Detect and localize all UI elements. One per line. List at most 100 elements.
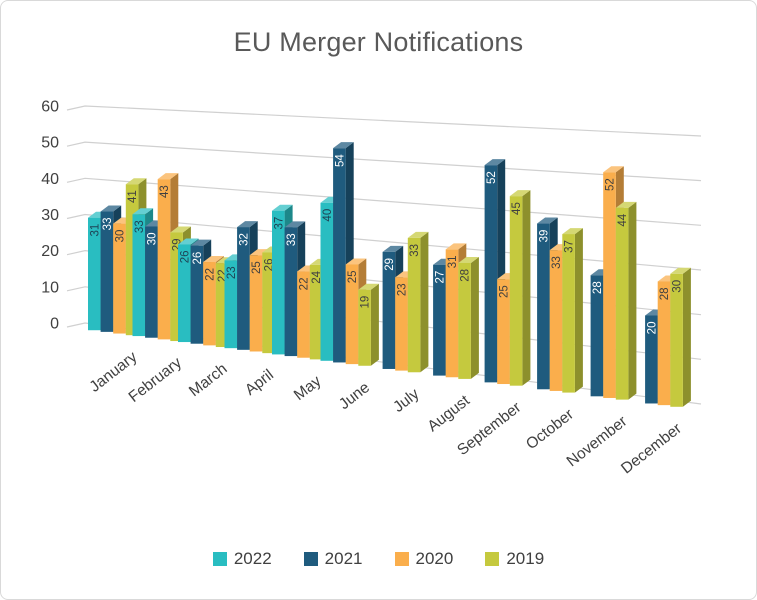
bar-top-face xyxy=(445,243,467,250)
bar-november-2019: 44 xyxy=(615,201,637,400)
bar-value-label: 23 xyxy=(397,283,409,296)
x-axis-label-october: October xyxy=(523,406,577,453)
bar-top-face xyxy=(358,283,379,290)
bar-side-face xyxy=(470,256,479,379)
bar-front-face xyxy=(603,172,616,398)
bar-value-label: 41 xyxy=(127,190,139,203)
bar-value-label: 25 xyxy=(347,270,359,283)
bar-front-face xyxy=(224,260,238,349)
bar-value-label: 33 xyxy=(102,218,114,231)
legend: 2022 2021 2020 2019 xyxy=(1,543,756,575)
bar-value-label: 31 xyxy=(447,255,459,268)
bar-front-face xyxy=(262,252,275,354)
legend-label: 2020 xyxy=(415,549,454,568)
bar-front-face xyxy=(509,196,523,386)
bar-value-label: 52 xyxy=(486,171,498,184)
bar-front-face xyxy=(157,179,171,340)
bar-front-face xyxy=(358,289,371,366)
bar-value-label: 30 xyxy=(146,232,158,245)
bar-front-face xyxy=(237,227,250,350)
bar-front-face xyxy=(88,217,101,331)
bar-value-label: 37 xyxy=(564,240,576,253)
bar-august-2019: 28 xyxy=(458,256,479,379)
bar-value-label: 39 xyxy=(538,230,550,243)
legend-swatch-2019 xyxy=(485,552,500,566)
bar-front-face xyxy=(657,281,671,406)
bar-value-label: 22 xyxy=(299,278,311,291)
bar-top-face xyxy=(178,238,199,245)
x-axis-label-july: July xyxy=(390,385,422,416)
bar-side-face xyxy=(574,228,583,393)
bar-top-face xyxy=(237,221,258,228)
bar-value-label: 28 xyxy=(659,287,671,300)
y-axis-label-20: 20 xyxy=(41,243,59,260)
bar-value-label: 33 xyxy=(409,244,421,257)
bar-front-face xyxy=(333,148,346,363)
bar-front-face xyxy=(433,264,446,376)
legend-swatch-2022 xyxy=(212,552,227,566)
bar-front-face xyxy=(590,275,604,397)
bar-front-face xyxy=(615,207,629,400)
bar-value-label: 20 xyxy=(646,322,658,335)
bar-top-face xyxy=(615,201,637,208)
y-axis-label-30: 30 xyxy=(41,207,59,224)
bar-value-label: 30 xyxy=(115,230,127,243)
bar-top-face xyxy=(603,166,624,173)
y-axis-label-50: 50 xyxy=(41,135,59,152)
bar-front-face xyxy=(178,244,191,343)
bar-front-face xyxy=(345,264,359,365)
bar-top-face xyxy=(284,221,306,228)
bar-top-face xyxy=(537,217,558,224)
bar-top-face xyxy=(458,256,479,263)
bar-front-face xyxy=(100,211,114,332)
bar-top-face xyxy=(509,190,531,197)
bar-top-face xyxy=(157,173,179,180)
bar-value-label: 29 xyxy=(384,258,396,271)
bar-value-label: 43 xyxy=(159,185,171,198)
bar-value-label: 19 xyxy=(360,296,372,309)
x-axis-label-may: May xyxy=(291,372,325,404)
x-axis-label-march: March xyxy=(186,360,230,400)
bar-front-face xyxy=(497,279,510,385)
bar-front-face xyxy=(145,226,158,338)
bar-value-label: 33 xyxy=(551,256,563,269)
bar-front-face xyxy=(309,264,323,360)
bar-side-face xyxy=(522,190,531,386)
bar-july-2019: 33 xyxy=(407,231,429,373)
x-axis-label-december: December xyxy=(618,420,685,477)
legend-item-2020: 2020 xyxy=(394,549,454,569)
bar-front-face xyxy=(562,234,575,393)
legend-label: 2021 xyxy=(324,549,363,568)
legend-item-2022: 2022 xyxy=(212,549,272,569)
bar-value-label: 31 xyxy=(89,224,101,237)
bar-september-2019: 45 xyxy=(509,190,531,386)
bar-front-face xyxy=(645,315,658,404)
bar-value-label: 44 xyxy=(617,213,629,226)
legend-label: 2022 xyxy=(233,549,272,568)
bar-front-face xyxy=(670,273,683,407)
bar-top-face xyxy=(562,228,583,235)
y-axis-label-10: 10 xyxy=(41,279,59,296)
y-axis-label-0: 0 xyxy=(50,316,59,333)
bar-front-face xyxy=(284,227,298,357)
bar-top-face xyxy=(132,208,154,215)
bar-value-label: 32 xyxy=(238,233,250,246)
x-axis-label-april: April xyxy=(242,366,277,398)
bar-front-face xyxy=(320,202,334,361)
bar-top-face xyxy=(190,239,212,246)
x-axis-label-august: August xyxy=(424,392,473,436)
chart-title: EU Merger Notifications xyxy=(233,27,524,57)
bar-front-face xyxy=(395,277,408,371)
bar-top-face xyxy=(100,205,122,212)
bar-value-label: 27 xyxy=(434,271,446,284)
bar-top-face xyxy=(203,256,224,263)
bar-front-face xyxy=(203,262,216,346)
bar-value-label: 26 xyxy=(179,250,191,263)
bar-value-label: 33 xyxy=(134,220,146,233)
bar-value-label: 33 xyxy=(286,233,298,246)
bar-june-2019: 19 xyxy=(358,283,379,366)
legend-swatch-2021 xyxy=(303,552,318,566)
bar-value-label: 45 xyxy=(511,202,523,215)
